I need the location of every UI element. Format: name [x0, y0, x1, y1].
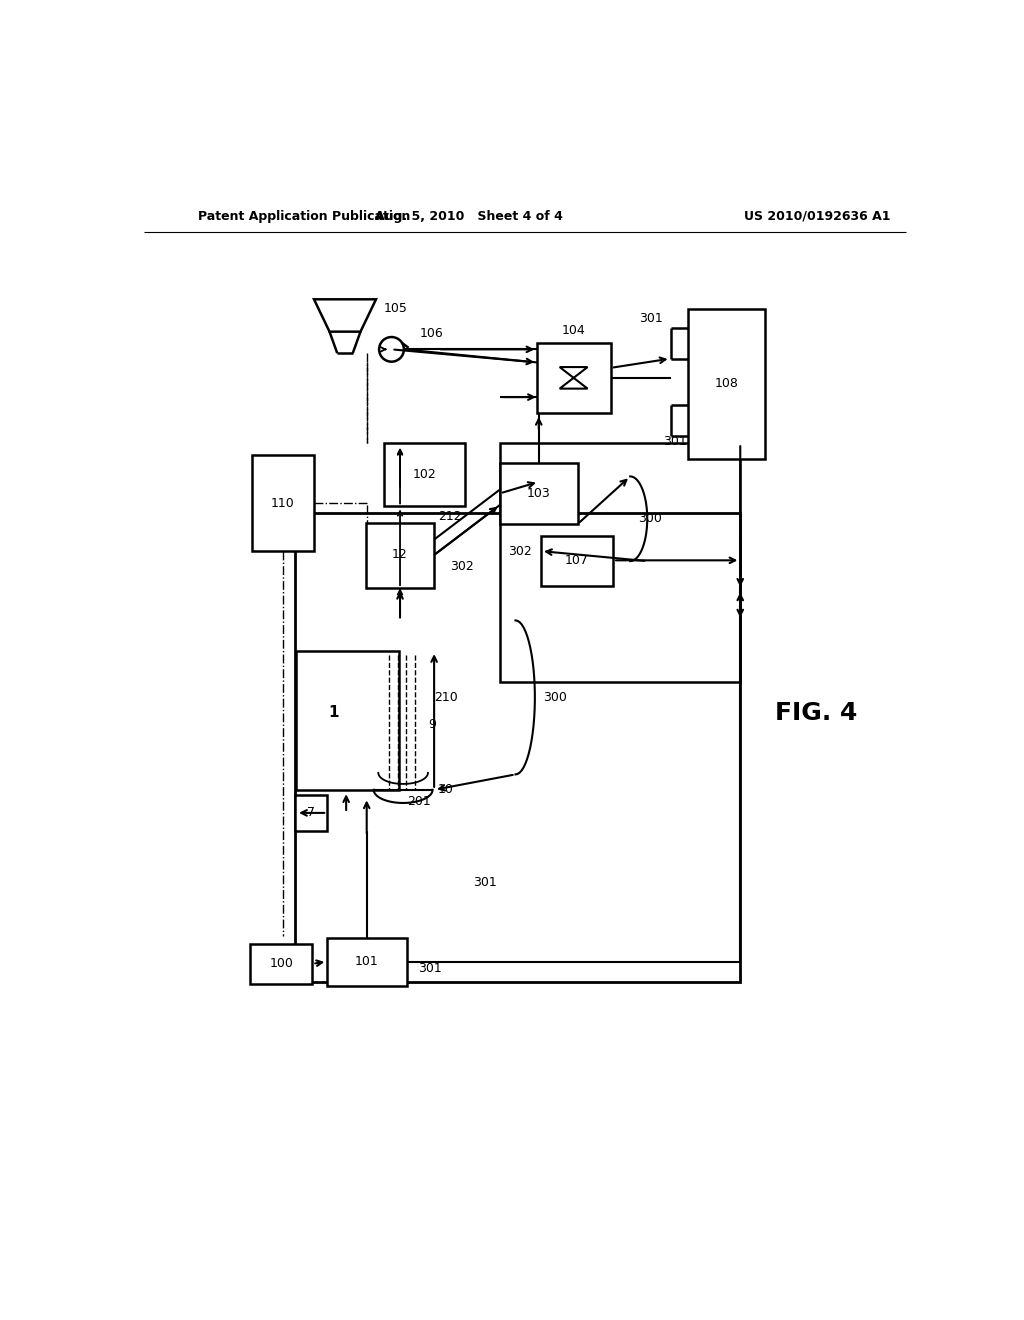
Text: 300: 300 — [543, 690, 566, 704]
Text: 301: 301 — [419, 961, 442, 974]
Text: 110: 110 — [271, 496, 295, 510]
Text: 103: 103 — [527, 487, 551, 500]
Bar — [251, 944, 312, 983]
Text: 7: 7 — [307, 807, 315, 820]
Bar — [500, 462, 578, 524]
Text: 1: 1 — [328, 705, 339, 721]
Text: 10: 10 — [438, 783, 454, 796]
Text: 300: 300 — [638, 512, 662, 525]
Bar — [295, 512, 740, 982]
Bar — [384, 444, 465, 507]
Text: 107: 107 — [565, 554, 589, 566]
Bar — [500, 444, 740, 682]
Text: 108: 108 — [715, 376, 738, 389]
Bar — [252, 455, 314, 552]
Text: 104: 104 — [562, 323, 586, 337]
Text: FIG. 4: FIG. 4 — [775, 701, 857, 725]
Text: 301: 301 — [663, 434, 686, 447]
Bar — [366, 523, 434, 589]
Text: 301: 301 — [640, 312, 664, 325]
Text: 210: 210 — [434, 690, 458, 704]
Text: Aug. 5, 2010   Sheet 4 of 4: Aug. 5, 2010 Sheet 4 of 4 — [375, 210, 563, 223]
Text: 212: 212 — [438, 510, 462, 523]
Text: 106: 106 — [420, 327, 443, 341]
Text: Patent Application Publication: Patent Application Publication — [198, 210, 411, 223]
Bar — [538, 343, 611, 412]
Text: US 2010/0192636 A1: US 2010/0192636 A1 — [744, 210, 891, 223]
Text: 201: 201 — [407, 795, 431, 808]
Bar — [295, 795, 328, 830]
Text: 101: 101 — [355, 954, 379, 968]
Bar — [541, 536, 613, 586]
Text: 302: 302 — [508, 545, 531, 557]
Text: 105: 105 — [384, 302, 408, 315]
Bar — [687, 309, 765, 459]
Bar — [296, 651, 399, 789]
Text: 9: 9 — [429, 718, 436, 731]
Text: 102: 102 — [413, 469, 436, 482]
Bar — [328, 937, 407, 986]
Text: 12: 12 — [392, 548, 408, 561]
Text: 302: 302 — [450, 560, 473, 573]
Text: 301: 301 — [473, 875, 497, 888]
Text: 100: 100 — [269, 957, 294, 970]
